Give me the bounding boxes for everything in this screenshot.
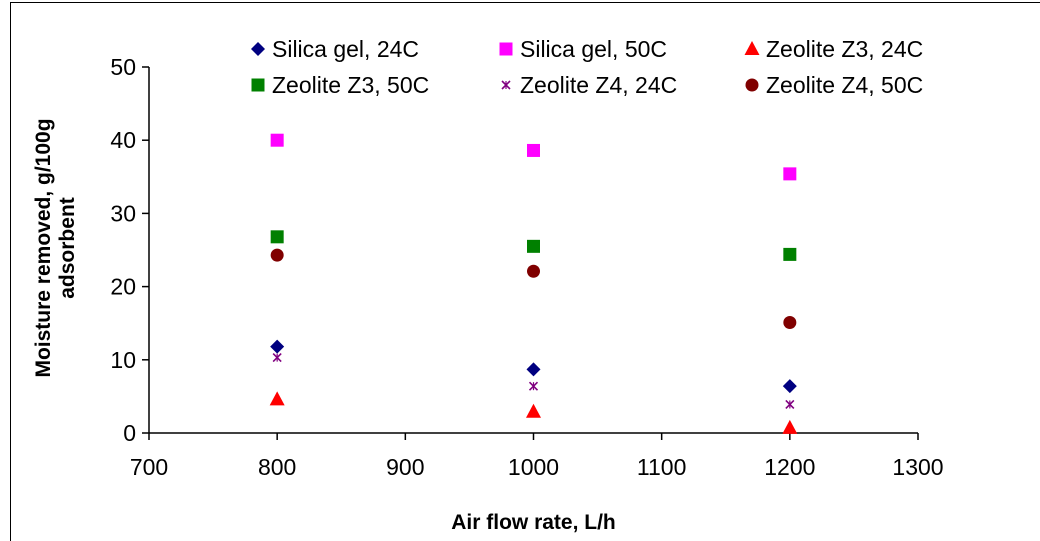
y-axis-title-line-2: adsorbent <box>56 197 79 299</box>
legend-marker <box>251 42 265 56</box>
x-tick-label: 700 <box>130 454 168 480</box>
ticks: 0 10 20 30 40 50 700 800 900 1000 1100 1200 1300 <box>110 54 943 480</box>
legend-marker <box>499 42 513 56</box>
point-series-5-1 <box>527 264 540 278</box>
legend-marker <box>251 78 265 92</box>
legend-label: Zeolite Z3, 24C <box>766 36 923 62</box>
x-tick-label: 1200 <box>764 454 815 480</box>
legend-item: Zeolite Z4, 50C <box>745 72 923 98</box>
legend-label: Silica gel, 50C <box>520 36 667 62</box>
point-series-0-1 <box>526 362 541 377</box>
point-series-5-0 <box>270 248 284 262</box>
legend-label: Silica gel, 24C <box>272 36 419 62</box>
x-axis-title: Air flow rate, L/h <box>451 511 616 534</box>
point-series-3-0 <box>270 230 284 244</box>
legend-marker <box>501 80 511 90</box>
legend-marker <box>745 78 759 92</box>
y-tick-label: 10 <box>110 347 136 373</box>
point-series-1-1 <box>527 143 540 157</box>
legend-item: Zeolite Z3, 50C <box>251 72 429 98</box>
legend-marker <box>744 41 760 55</box>
point-series-3-2 <box>783 247 797 261</box>
legend-item: Zeolite Z4, 24C <box>501 72 677 98</box>
point-series-2-1 <box>526 403 541 418</box>
legend-label: Zeolite Z4, 24C <box>520 72 677 98</box>
point-series-1-2 <box>783 167 797 181</box>
legend-item: Silica gel, 24C <box>251 36 419 62</box>
point-series-2-2 <box>782 419 798 434</box>
legend-item: Zeolite Z3, 24C <box>744 36 923 62</box>
chart-frame <box>10 2 1040 541</box>
legend: Silica gel, 24C Silica gel, 50C Zeolite Z3… <box>251 36 923 98</box>
point-series-2-0 <box>269 391 285 406</box>
y-tick-label: 0 <box>123 420 136 446</box>
point-series-5-2 <box>783 315 797 329</box>
point-series-0-0 <box>270 339 285 354</box>
y-tick-label: 20 <box>110 274 136 300</box>
point-series-4-2 <box>785 399 795 410</box>
y-tick-label: 40 <box>110 127 136 153</box>
y-axis-title-line-1: Moisture removed, g/100g <box>32 118 55 377</box>
point-series-4-1 <box>528 381 539 391</box>
point-series-1-0 <box>270 133 284 147</box>
y-tick-label: 50 <box>110 54 136 80</box>
y-tick-label: 30 <box>110 200 136 226</box>
x-tick-label: 900 <box>386 454 424 480</box>
x-tick-label: 800 <box>258 454 296 480</box>
data-points <box>269 133 798 434</box>
x-tick-label: 1300 <box>892 454 943 480</box>
point-series-0-2 <box>782 379 797 394</box>
legend-label: Zeolite Z4, 50C <box>766 72 923 98</box>
x-tick-label: 1100 <box>637 454 686 480</box>
point-series-4-0 <box>272 353 282 363</box>
legend-label: Zeolite Z3, 50C <box>272 72 429 98</box>
legend-item: Silica gel, 50C <box>499 36 667 62</box>
y-axis-title: Moisture removed, g/100g adsorbent <box>32 118 79 377</box>
point-series-3-1 <box>527 239 540 253</box>
x-tick-label: 1000 <box>508 454 559 480</box>
